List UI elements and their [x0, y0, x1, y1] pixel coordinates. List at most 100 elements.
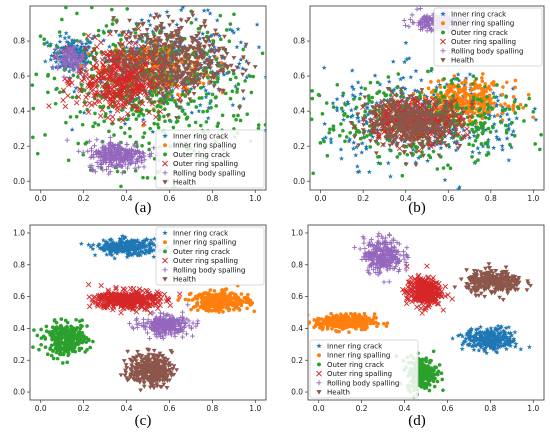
data-point	[416, 155, 422, 160]
data-point	[382, 109, 387, 114]
data-point	[99, 246, 105, 252]
data-point	[467, 119, 472, 123]
data-point	[231, 114, 236, 118]
data-point	[461, 118, 467, 123]
data-point	[510, 86, 516, 91]
data-point	[389, 116, 394, 121]
data-point	[233, 83, 239, 89]
data-point	[132, 61, 138, 66]
data-point	[89, 35, 95, 41]
data-point	[511, 94, 516, 99]
data-point	[363, 144, 369, 149]
data-point	[413, 107, 419, 113]
data-point	[167, 118, 172, 123]
data-point	[204, 120, 209, 124]
data-point	[57, 39, 63, 44]
data-point	[170, 52, 175, 57]
data-point	[86, 100, 93, 106]
data-point	[413, 68, 419, 74]
data-point	[203, 94, 209, 100]
data-point	[92, 143, 97, 149]
data-point	[48, 43, 53, 48]
data-point	[434, 84, 440, 90]
data-point	[78, 39, 84, 45]
data-point	[391, 92, 398, 98]
data-point	[146, 45, 151, 50]
data-point	[466, 122, 470, 127]
data-point	[419, 88, 425, 93]
data-point	[107, 66, 113, 71]
data-point	[425, 143, 431, 148]
data-point	[331, 124, 336, 129]
data-point	[164, 9, 170, 15]
data-point	[334, 105, 340, 110]
data-point	[146, 245, 152, 251]
data-point	[42, 37, 47, 42]
data-point	[154, 28, 159, 33]
data-point	[491, 113, 497, 119]
data-point	[93, 64, 100, 71]
data-point	[55, 45, 60, 50]
data-point	[479, 124, 484, 128]
y-tick-label: 0.2	[293, 142, 305, 151]
data-point	[467, 113, 473, 119]
data-point	[245, 112, 250, 116]
data-point	[140, 46, 145, 51]
data-point	[83, 45, 89, 52]
data-point	[99, 107, 106, 113]
data-point	[385, 106, 392, 112]
data-point	[403, 40, 409, 46]
data-point	[162, 107, 167, 112]
data-point	[194, 63, 200, 68]
data-point	[133, 106, 140, 112]
data-point	[121, 236, 127, 242]
data-point	[452, 124, 458, 129]
data-point	[147, 22, 153, 28]
data-point	[157, 54, 163, 59]
data-point	[471, 130, 476, 134]
data-point	[533, 142, 537, 146]
data-point	[137, 90, 144, 96]
data-point	[159, 47, 163, 52]
data-point	[107, 251, 113, 257]
data-point	[38, 34, 43, 38]
data-point	[455, 71, 461, 77]
data-point	[136, 164, 142, 170]
data-point	[427, 16, 433, 22]
data-point	[415, 137, 421, 143]
data-point	[413, 110, 419, 115]
data-point	[44, 39, 50, 45]
data-point	[154, 45, 160, 51]
data-point	[146, 241, 152, 247]
data-point	[481, 92, 486, 96]
data-point	[150, 57, 156, 62]
data-point	[107, 135, 113, 140]
data-point	[539, 133, 543, 137]
data-point	[217, 33, 223, 38]
data-point	[138, 252, 144, 258]
data-point	[435, 92, 440, 97]
data-point	[106, 164, 111, 169]
data-point	[191, 69, 196, 74]
data-point	[365, 111, 371, 117]
data-point	[399, 138, 404, 143]
data-point	[46, 72, 50, 77]
data-point	[224, 52, 230, 57]
data-point	[73, 45, 79, 51]
data-point	[161, 57, 167, 62]
x-tick-label: 0.0	[315, 194, 327, 203]
data-point	[378, 128, 384, 133]
data-point	[155, 15, 161, 20]
data-point	[83, 50, 89, 56]
data-point	[210, 42, 216, 47]
data-point	[506, 116, 512, 122]
data-point	[173, 29, 179, 34]
data-point	[281, 44, 285, 48]
data-point	[157, 117, 161, 122]
y-tick-label: 0.0	[13, 177, 25, 186]
data-point	[421, 125, 427, 130]
data-point	[139, 17, 145, 23]
data-point	[159, 97, 163, 101]
data-point	[232, 12, 236, 17]
data-point	[52, 46, 58, 52]
